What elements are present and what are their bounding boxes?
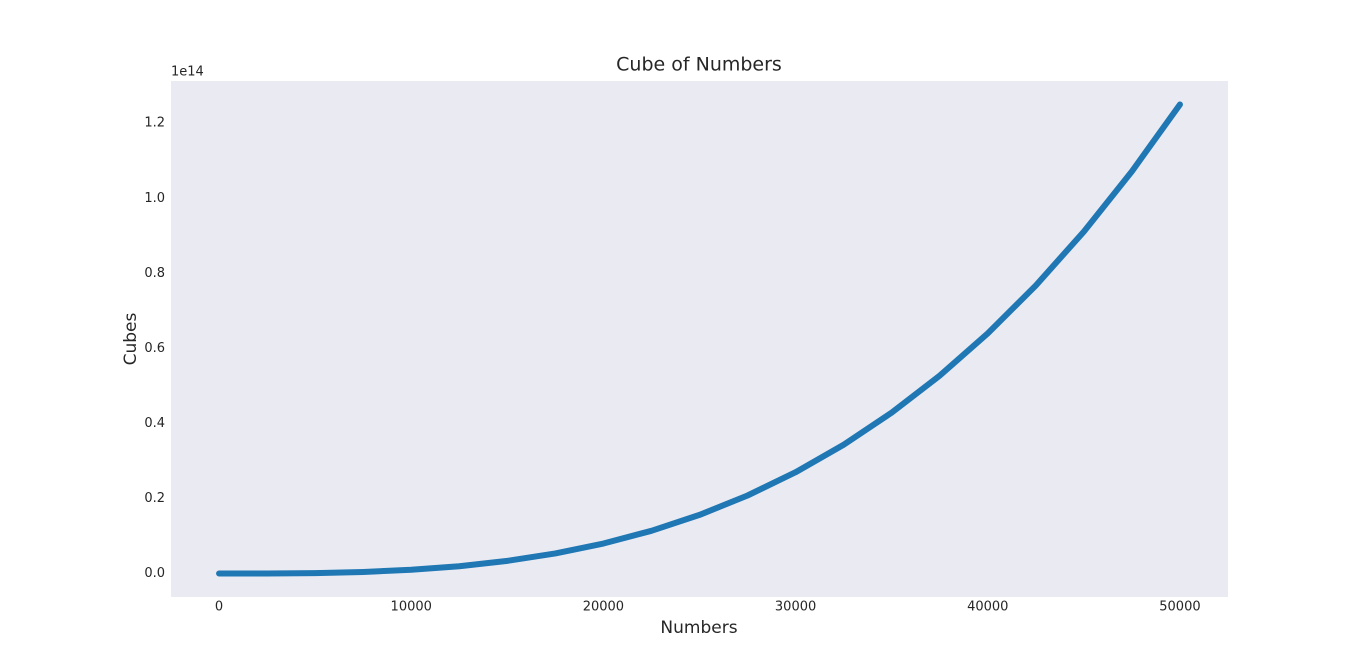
- x-tick-label: 50000: [1159, 600, 1200, 615]
- y-tick-label: 0.8: [144, 266, 165, 281]
- data-line: [216, 101, 1183, 577]
- chart-title: Cube of Numbers: [616, 54, 782, 76]
- y-tick-label: 0.2: [144, 491, 165, 506]
- y-axis-label: Cubes: [121, 312, 141, 365]
- x-axis-label: Numbers: [660, 618, 737, 638]
- y-tick-label: 0.4: [144, 416, 165, 431]
- x-tick-label: 0: [215, 600, 223, 615]
- plot-area: [171, 81, 1228, 597]
- x-tick-label: 10000: [391, 600, 432, 615]
- x-tick-label: 40000: [967, 600, 1008, 615]
- x-tick-label: 30000: [775, 600, 816, 615]
- y-tick-label: 0.0: [144, 566, 165, 581]
- y-tick-label: 0.6: [144, 341, 165, 356]
- x-tick-label: 20000: [583, 600, 624, 615]
- y-tick-label: 1.0: [144, 191, 165, 206]
- y-tick-label: 1.2: [144, 116, 165, 131]
- y-offset-label: 1e14: [171, 65, 204, 80]
